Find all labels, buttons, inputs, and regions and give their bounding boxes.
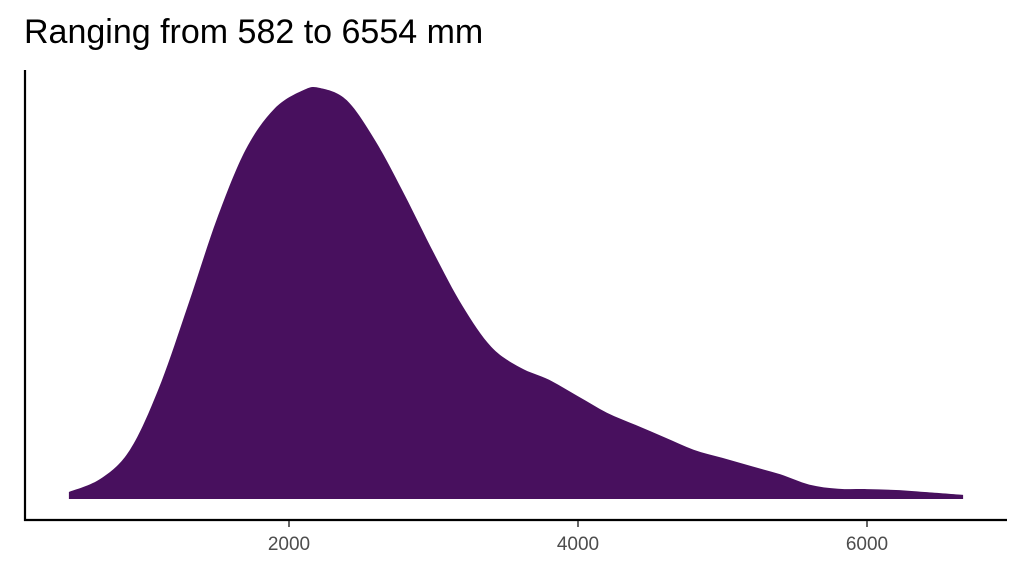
density-area [68,86,964,499]
x-tick-label-2000: 2000 [267,534,311,555]
x-tick-label-4000: 4000 [556,534,600,555]
chart-title: Ranging from 582 to 6554 mm [24,13,484,51]
x-axis-ticks [288,521,868,527]
x-tick-label-6000: 6000 [845,534,889,555]
